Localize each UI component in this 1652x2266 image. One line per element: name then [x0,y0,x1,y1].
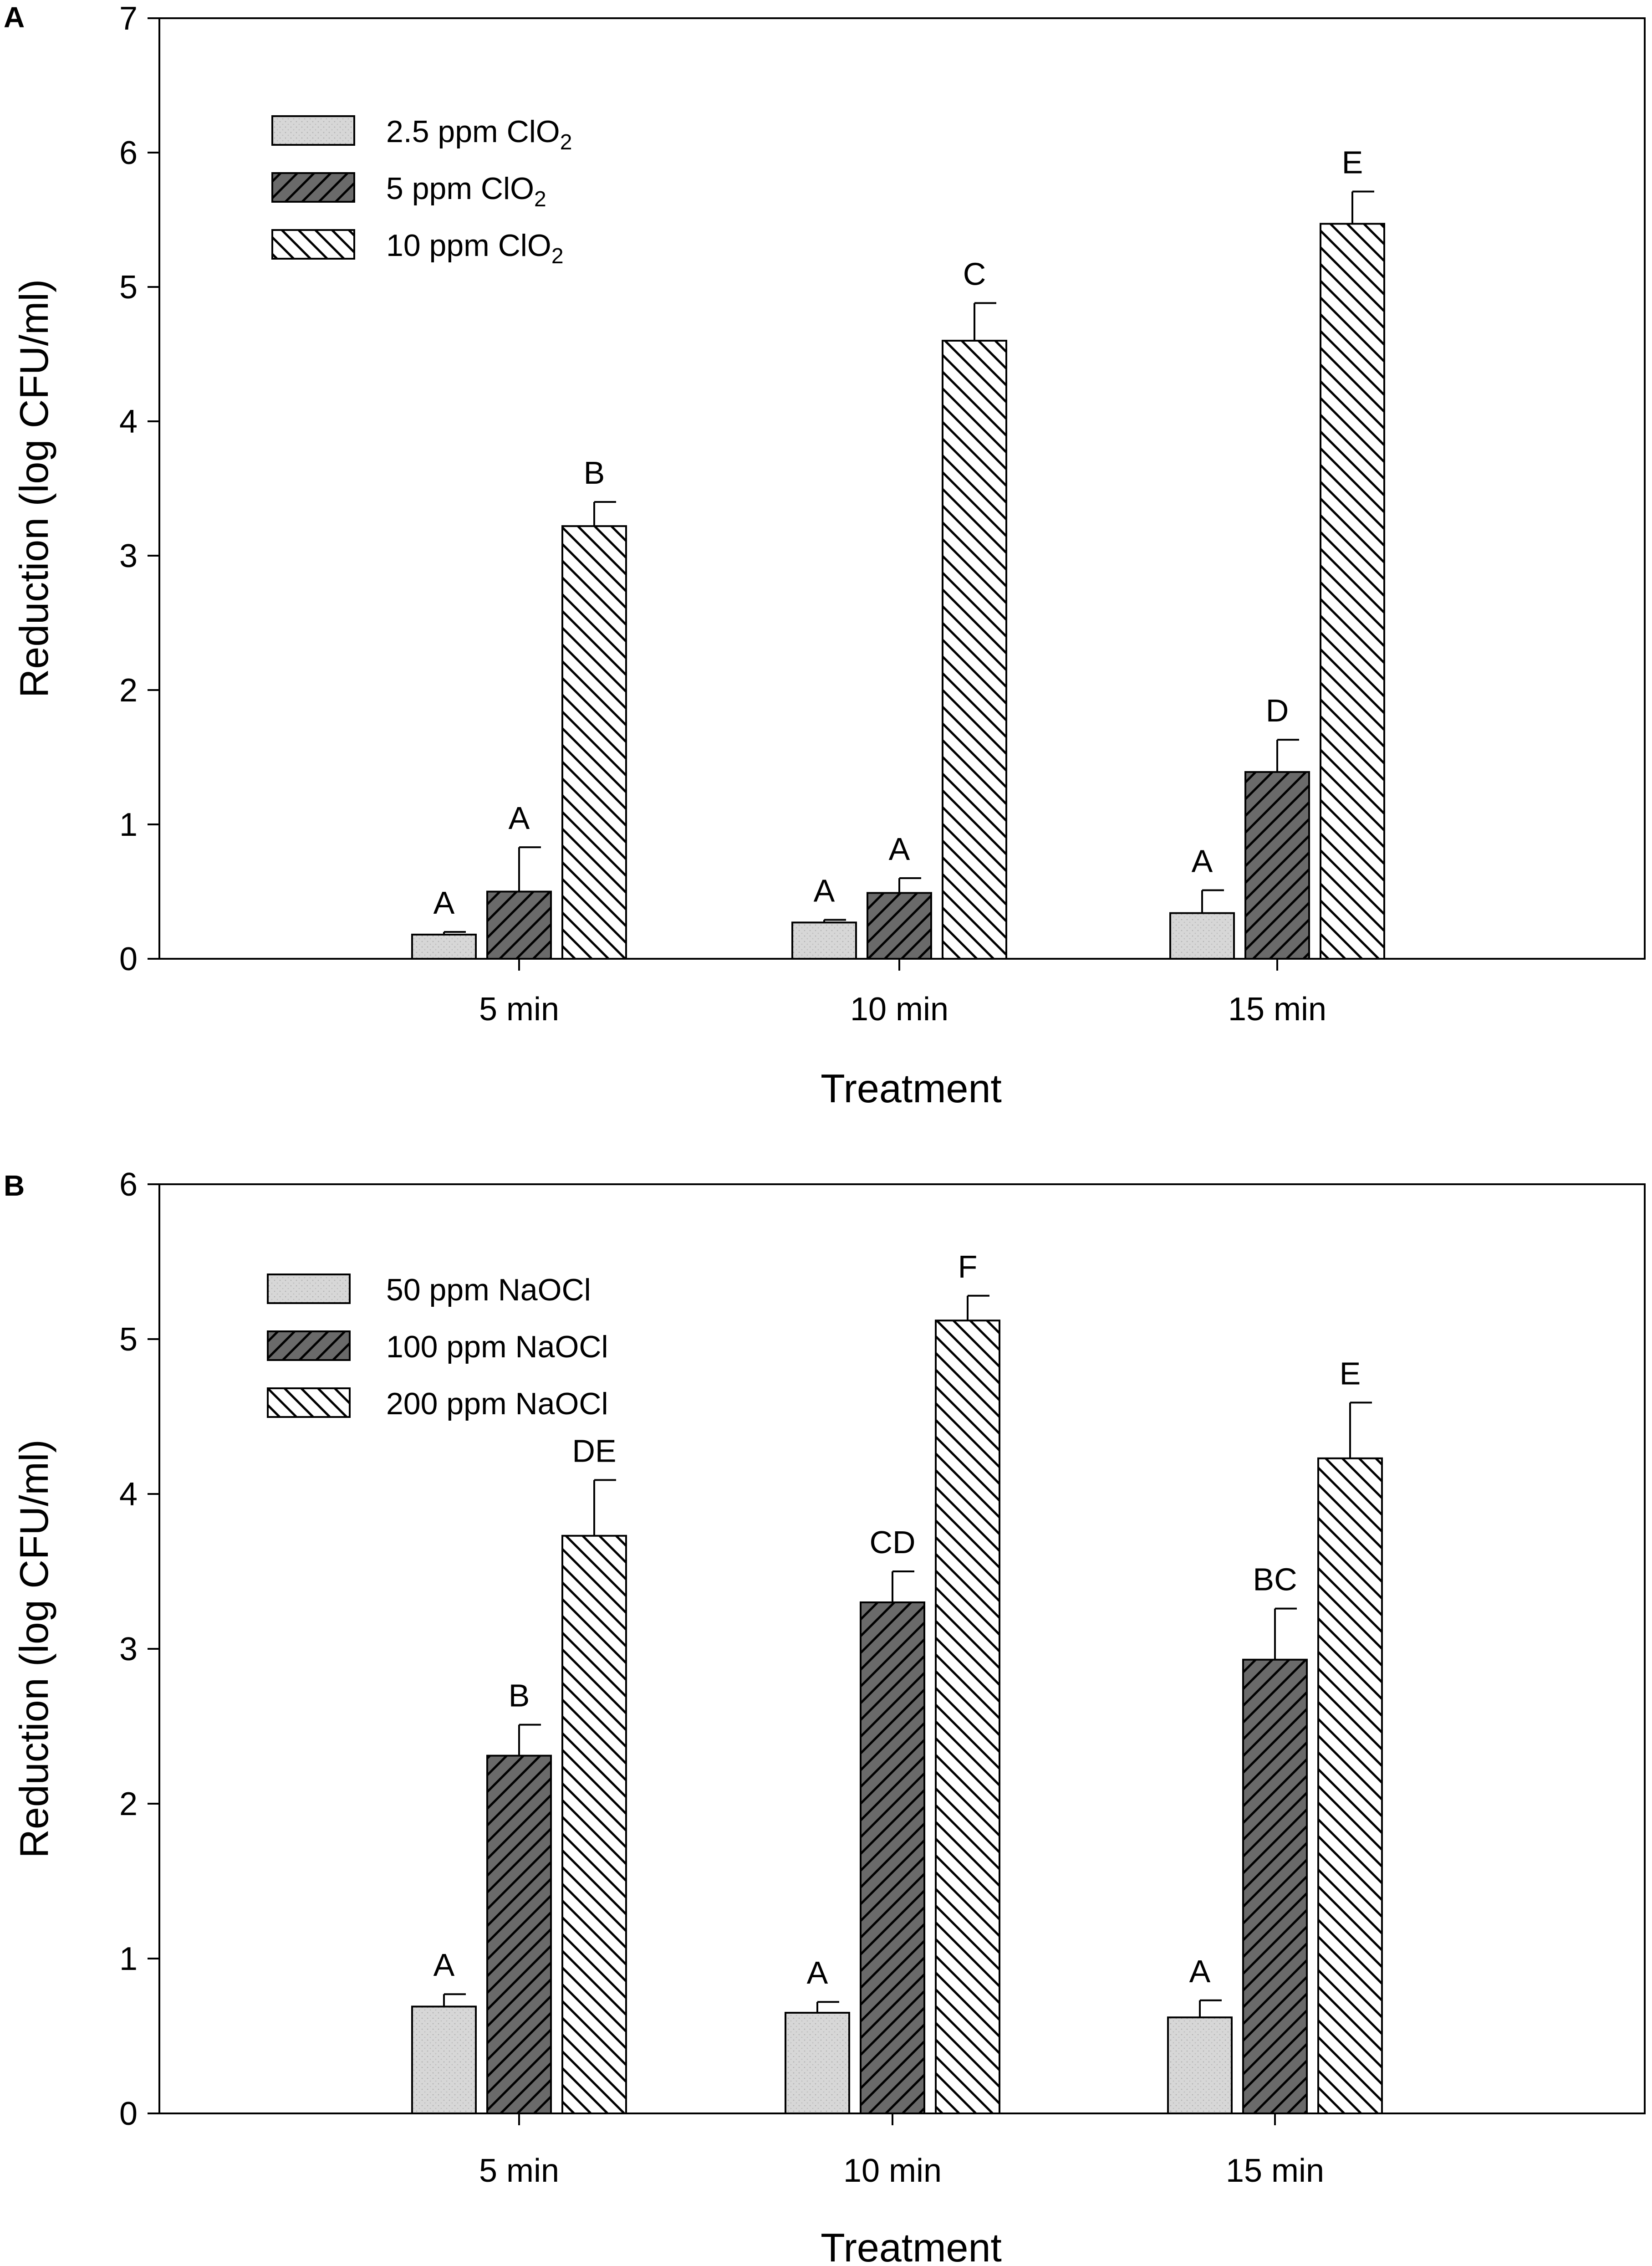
panel-b-x-axis-title: Treatment [821,2225,1002,2266]
legend-label: 10 ppm ClO2 [386,228,564,268]
significance-letter: D [1266,693,1289,728]
y-tick-label: 5 [119,1321,138,1358]
y-tick-label: 4 [119,1476,138,1513]
bar [1317,1457,1383,2114]
significance-letter: A [433,1947,455,1983]
bar [791,921,857,960]
bar [561,525,627,960]
y-tick-label: 1 [119,807,138,843]
bar [1169,912,1235,960]
bar [935,1320,1000,2114]
legend-label: 200 ppm NaOCl [386,1386,608,1421]
bar [942,340,1007,960]
bar [1320,223,1385,960]
y-tick-label: 2 [119,672,138,709]
legend-swatch [267,1330,351,1361]
significance-letter: B [584,455,605,491]
significance-letter: A [1189,1954,1211,1989]
legend-swatch [271,229,355,260]
y-tick-label: 3 [119,1631,138,1668]
y-tick-label: 5 [119,269,138,306]
y-tick-label: 6 [119,135,138,171]
significance-letter: A [433,885,455,921]
y-tick-label: 3 [119,538,138,574]
bar [561,1535,627,2114]
panel-a-bars: A A A A A D B C E [411,145,1385,960]
y-tick-label: 0 [119,2096,138,2132]
bar [867,892,932,960]
bar [486,1754,552,2115]
bar [1244,771,1310,960]
y-tick-label: 1 [119,1941,138,1977]
panel-a-letter: A [4,1,25,34]
significance-letter: A [889,831,910,867]
plot-frame [158,17,1646,960]
significance-letter: A [509,800,530,836]
legend-swatch [271,172,355,203]
significance-letter: DE [572,1433,616,1468]
x-tick-label: 5 min [479,2153,559,2189]
panel-a-y-axis: 0 1 2 3 4 5 6 7 5 min 10 min 15 min [119,0,1646,1028]
significance-letter: A [807,1955,828,1990]
legend-swatch [267,1387,351,1418]
significance-letter: E [1340,1356,1361,1391]
x-tick-label: 15 min [1228,991,1326,1028]
panel-b-bars: A A A B CD BC DE F E [411,1249,1383,2115]
bar [486,890,552,960]
legend-swatch [267,1274,351,1304]
legend-label: 100 ppm NaOCl [386,1330,608,1364]
x-tick-label: 10 min [850,991,948,1028]
legend-swatch [271,115,355,146]
bar [860,1601,925,2114]
panel-b-y-axis-title: Reduction (log CFU/ml) [11,1439,56,1858]
panel-b-legend: 50 ppm NaOCl 100 ppm NaOCl 200 ppm NaOCl [267,1273,608,1421]
y-tick-label: 0 [119,941,138,977]
x-tick-label: 10 min [843,2153,942,2189]
panel-a-legend: 2.5 ppm ClO2 5 ppm ClO2 10 ppm ClO2 [271,114,572,268]
significance-letter: BC [1253,1562,1297,1597]
legend-label: 50 ppm NaOCl [386,1273,591,1307]
significance-letter: B [509,1678,530,1714]
significance-letter: C [963,256,986,292]
y-tick-label: 2 [119,1786,138,1822]
panel-b-letter: B [4,1169,25,1202]
legend-label: 5 ppm ClO2 [386,171,546,211]
significance-letter: F [958,1249,978,1284]
bar [1167,2016,1233,2115]
panel-a-chart: A 0 1 2 3 4 5 6 7 5 min 10 min 15 min A A A A A D B C E 2.… [4,0,1646,1111]
panel-a-x-axis-title: Treatment [821,1066,1002,1111]
significance-letter: A [814,873,835,908]
bar [1242,1658,1308,2115]
y-tick-label: 7 [119,0,138,37]
y-tick-label: 4 [119,404,138,440]
x-tick-label: 5 min [479,991,559,1028]
significance-letter: E [1342,145,1363,180]
bar [411,2005,477,2114]
bar [785,2012,850,2114]
y-tick-label: 6 [119,1166,138,1203]
legend-label: 2.5 ppm ClO2 [386,114,572,154]
panel-a-y-axis-title: Reduction (log CFU/ml) [11,279,56,698]
significance-letter: A [1192,844,1213,879]
bar [411,933,477,960]
x-tick-label: 15 min [1226,2153,1324,2189]
significance-letter: CD [869,1524,915,1560]
